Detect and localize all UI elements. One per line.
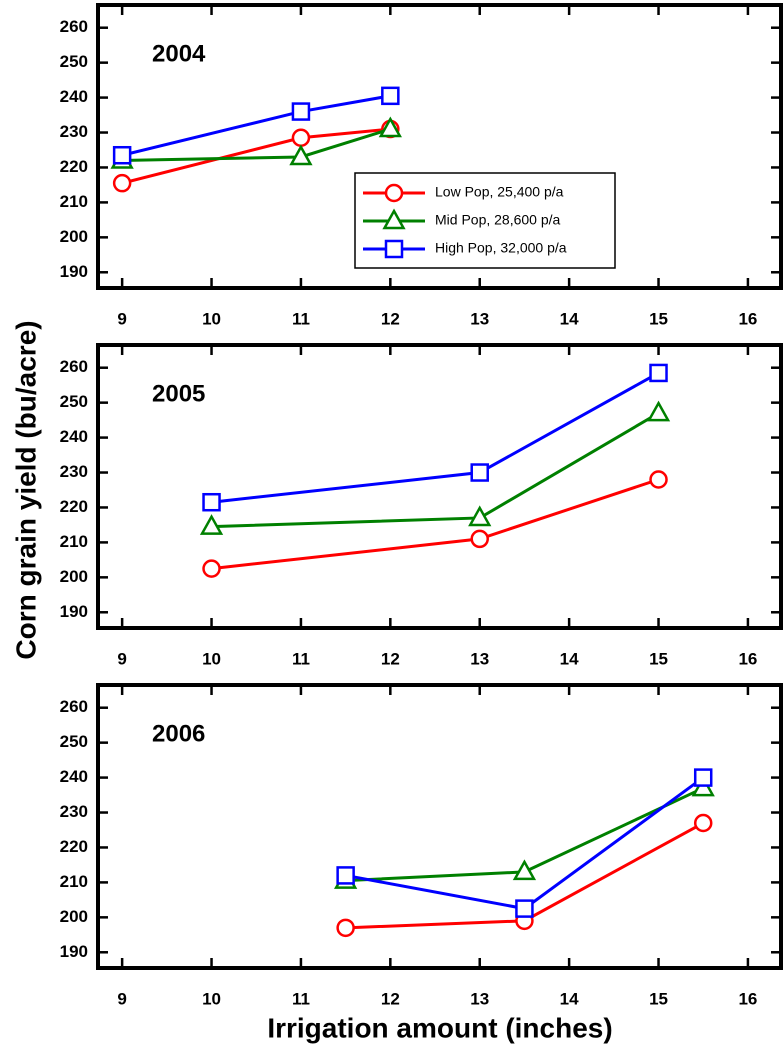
marker	[202, 492, 221, 512]
marker	[649, 470, 668, 489]
series-line	[121, 94, 391, 157]
marker	[468, 505, 492, 527]
x-tick-label: 10	[202, 649, 221, 668]
y-tick-label: 260	[60, 357, 88, 376]
x-tick-label: 13	[470, 309, 489, 328]
y-tick-label: 200	[60, 567, 88, 586]
marker	[291, 128, 311, 148]
x-tick-label: 13	[470, 989, 489, 1008]
x-tick-label: 14	[560, 649, 579, 668]
y-tick-label: 220	[60, 837, 88, 856]
y-tick-label: 190	[60, 602, 88, 621]
x-tick-label: 15	[649, 649, 668, 668]
x-tick-label: 9	[117, 649, 126, 668]
x-tick-label: 16	[738, 989, 757, 1008]
x-tick-label: 14	[560, 309, 579, 328]
y-tick-label: 210	[60, 872, 88, 891]
marker	[202, 559, 221, 578]
y-tick-label: 250	[60, 392, 88, 411]
x-tick-label: 12	[381, 649, 400, 668]
panel-title: 2006	[152, 720, 205, 747]
marker	[515, 899, 534, 918]
panel-title: 2004	[152, 40, 206, 67]
x-axis-label: Irrigation amount (inches)	[267, 1012, 612, 1043]
marker	[199, 514, 224, 535]
panel-title: 2005	[152, 380, 205, 407]
marker	[693, 813, 713, 833]
marker	[289, 144, 313, 166]
y-tick-label: 240	[60, 767, 88, 786]
series-line	[211, 371, 660, 504]
marker	[112, 145, 132, 165]
series-line	[211, 411, 660, 529]
marker	[291, 102, 311, 121]
x-tick-label: 10	[202, 989, 221, 1008]
x-tick-label: 10	[202, 309, 221, 328]
marker	[336, 866, 355, 885]
y-tick-label: 210	[60, 192, 88, 211]
x-tick-label: 9	[117, 309, 126, 328]
y-axis-label: Corn grain yield (bu/acre)	[10, 320, 41, 659]
series-line	[345, 776, 705, 911]
marker	[470, 529, 489, 549]
marker	[470, 463, 489, 482]
legend-label: Mid Pop, 28,600 p/a	[435, 212, 561, 228]
y-tick-label: 230	[60, 462, 88, 481]
marker	[378, 116, 402, 138]
y-tick-label: 200	[60, 227, 88, 246]
marker	[384, 239, 404, 259]
marker	[512, 859, 537, 881]
x-tick-label: 13	[470, 649, 489, 668]
y-tick-label: 230	[60, 122, 88, 141]
marker	[382, 208, 406, 230]
marker	[693, 768, 713, 787]
y-tick-label: 260	[60, 697, 88, 716]
y-tick-label: 190	[60, 942, 88, 961]
marker	[381, 86, 400, 106]
marker	[112, 173, 132, 193]
y-tick-label: 220	[60, 157, 88, 176]
x-tick-label: 14	[560, 989, 579, 1008]
y-tick-label: 190	[60, 262, 88, 281]
marker	[336, 918, 355, 938]
y-tick-label: 210	[60, 532, 88, 551]
y-tick-label: 260	[60, 17, 88, 36]
x-tick-label: 15	[649, 989, 668, 1008]
legend-label: High Pop, 32,000 p/a	[435, 240, 567, 256]
plot-frame	[96, 3, 783, 290]
x-tick-label: 12	[381, 989, 400, 1008]
y-tick-label: 240	[60, 87, 88, 106]
x-tick-label: 12	[381, 309, 400, 328]
x-tick-label: 16	[738, 309, 757, 328]
series-line	[121, 127, 391, 185]
plot-frame	[96, 683, 783, 970]
x-tick-label: 11	[292, 309, 310, 328]
legend-label: Low Pop, 25,400 p/a	[435, 184, 564, 200]
marker	[384, 183, 404, 203]
y-tick-label: 240	[60, 427, 88, 446]
y-tick-label: 250	[60, 52, 88, 71]
marker	[646, 400, 671, 422]
x-tick-label: 9	[117, 989, 126, 1008]
y-tick-label: 220	[60, 497, 88, 516]
y-tick-label: 250	[60, 732, 88, 751]
y-tick-label: 200	[60, 907, 88, 926]
x-tick-label: 16	[738, 649, 757, 668]
y-tick-label: 230	[60, 802, 88, 821]
marker	[649, 363, 668, 383]
x-tick-label: 15	[649, 309, 668, 328]
x-tick-label: 11	[292, 649, 310, 668]
x-tick-label: 11	[292, 989, 310, 1008]
plot-frame	[96, 343, 783, 630]
